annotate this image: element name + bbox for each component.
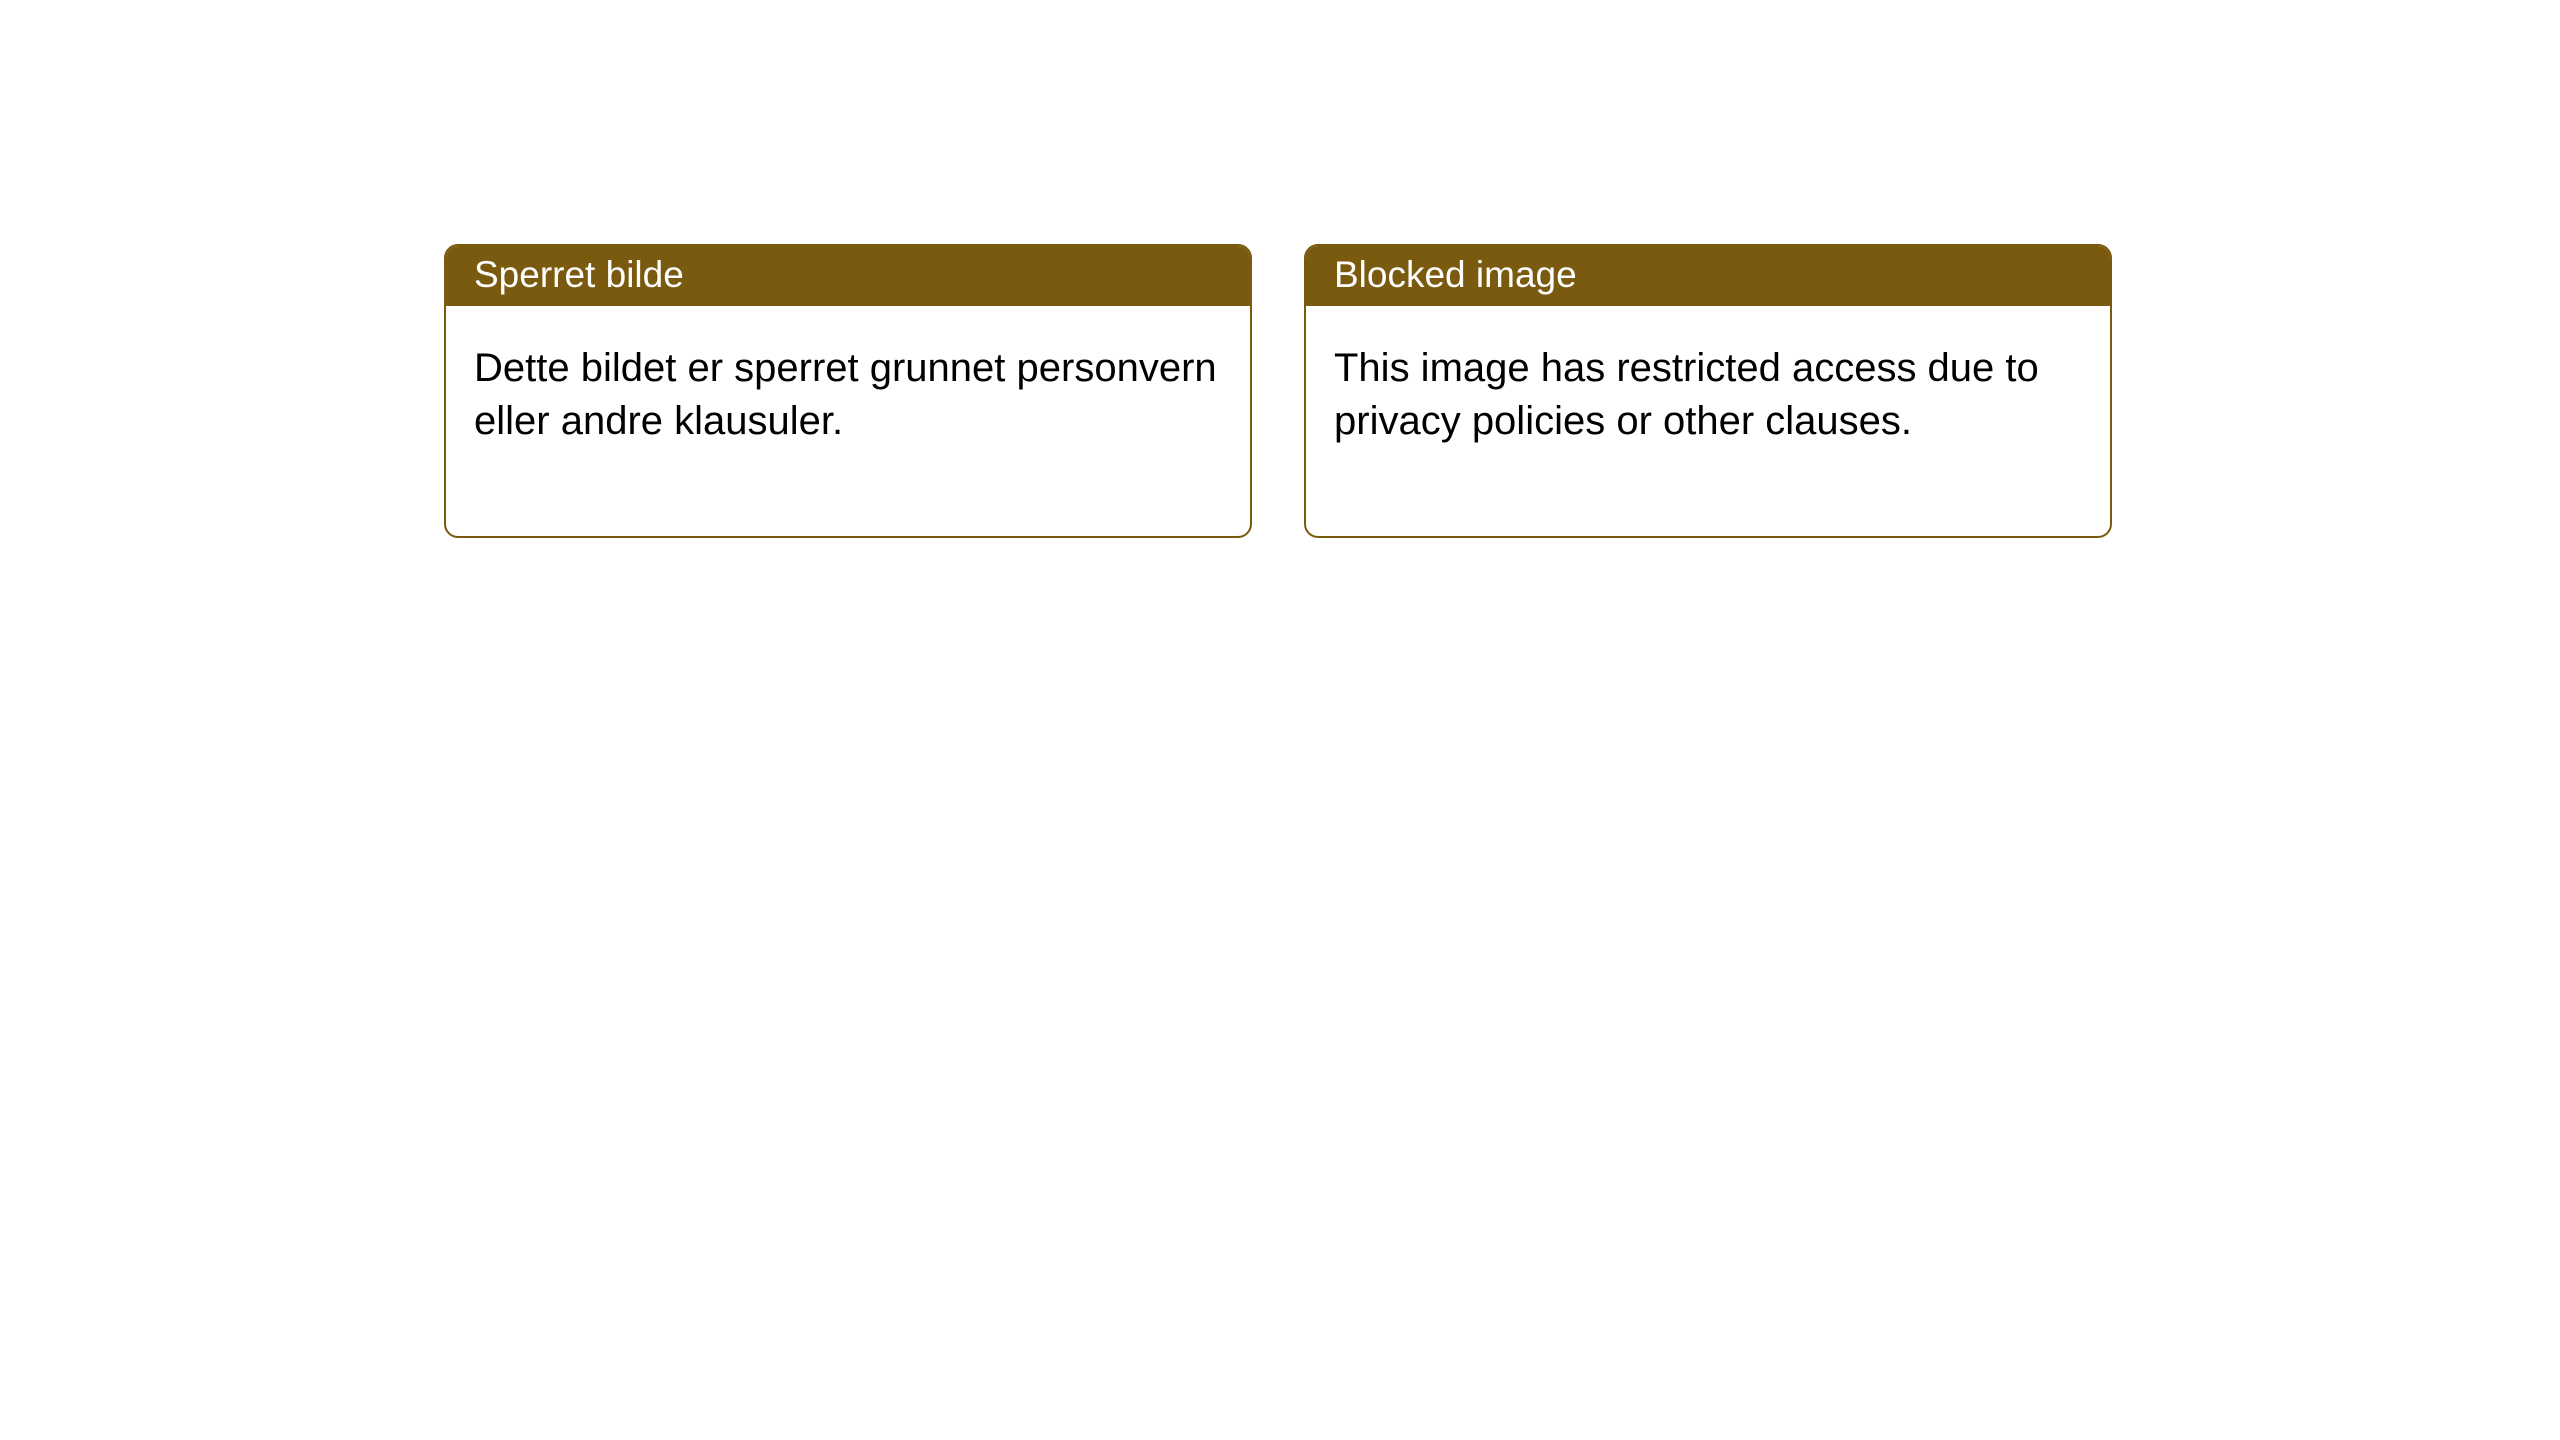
notice-body: This image has restricted access due to … <box>1306 306 2110 536</box>
notice-title: Blocked image <box>1306 246 2110 306</box>
notices-container: Sperret bilde Dette bildet er sperret gr… <box>0 0 2560 538</box>
notice-body: Dette bildet er sperret grunnet personve… <box>446 306 1250 536</box>
notice-card-english: Blocked image This image has restricted … <box>1304 244 2112 538</box>
notice-card-norwegian: Sperret bilde Dette bildet er sperret gr… <box>444 244 1252 538</box>
notice-title: Sperret bilde <box>446 246 1250 306</box>
